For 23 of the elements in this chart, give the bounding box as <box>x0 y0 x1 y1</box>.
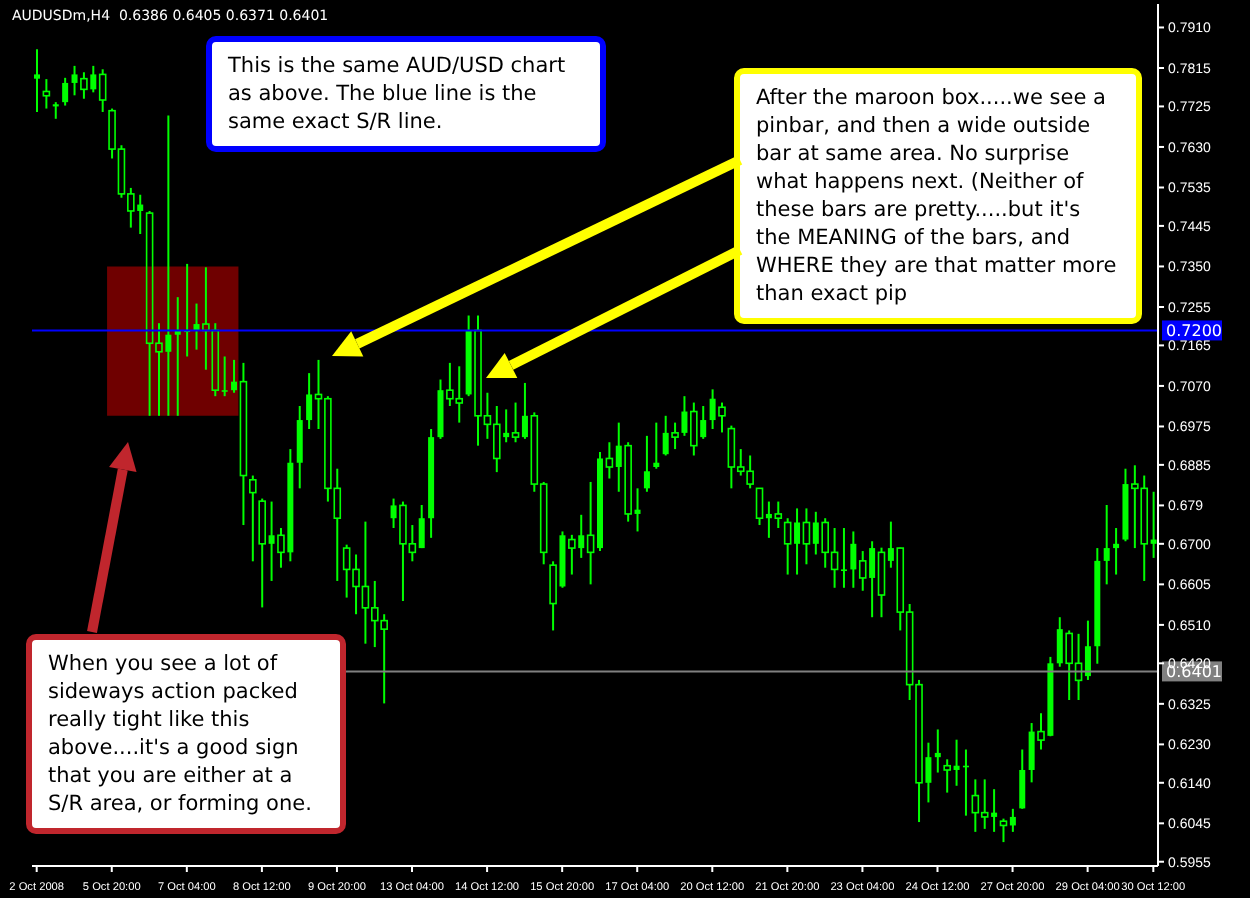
candlestick <box>202 266 210 371</box>
candlestick <box>934 728 941 774</box>
candlestick <box>80 71 88 100</box>
annotation: When you see a lot of sideways action packed really tight like this above....it's a good sign that you are either at a S/R area, or forming one. <box>26 634 346 834</box>
candlestick <box>34 48 40 113</box>
candlestick <box>62 76 69 107</box>
candlestick <box>296 404 303 490</box>
candlestick <box>42 78 51 110</box>
candlestick <box>52 101 59 120</box>
candlestick <box>492 404 501 474</box>
candlestick <box>1113 527 1120 576</box>
candlestick <box>1019 748 1026 810</box>
candlestick <box>643 434 650 493</box>
candlestick <box>98 68 107 113</box>
ref-line-label: 0.7200 <box>1166 322 1222 341</box>
candlestick <box>802 507 811 566</box>
candlestick <box>653 421 660 470</box>
candlestick <box>1103 503 1110 586</box>
candlestick <box>858 550 867 592</box>
candlestick <box>239 361 248 527</box>
candlestick <box>980 778 989 830</box>
annotation: This is the same AUD/USD chart as above. The blue line is the same exact S/R line. <box>206 36 606 152</box>
annotation: After the maroon box.....we see a pinbar, and then a wide outside bar at same area. No surprise what happens next. (Neither of these bars are pretty.....but it's the MEANING of the bars, and WHERE they are that matter more than exact pip <box>734 68 1142 324</box>
